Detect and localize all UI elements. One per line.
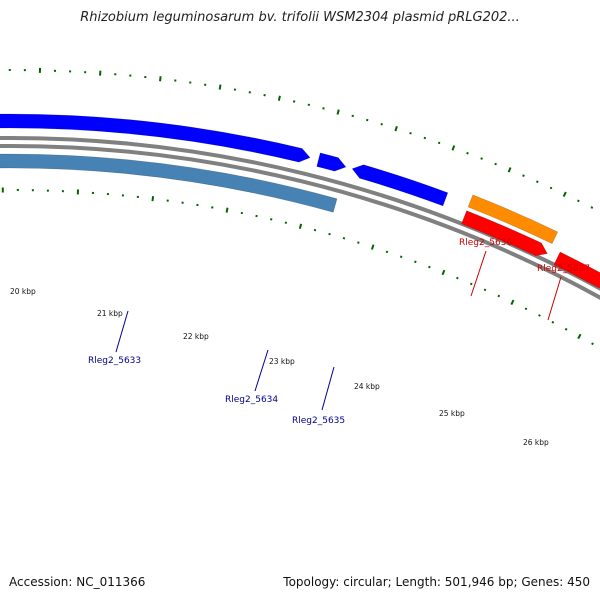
- outer-tick-31: [380, 123, 383, 126]
- outer-tick-41: [522, 174, 525, 178]
- outer-tick-35: [437, 141, 441, 145]
- outer-tick-43: [549, 186, 553, 190]
- outer-tick-38: [480, 157, 483, 160]
- inner-tick-39: [497, 294, 501, 298]
- inner-tick-15: [151, 196, 155, 202]
- outer-tick-42: [535, 180, 539, 184]
- gene-label-2: Rleg2_5635: [292, 416, 345, 426]
- outer-tick-34: [423, 136, 427, 140]
- genome-stats-text: Topology: circular; Length: 501,946 bp; …: [283, 575, 590, 589]
- gene-leader-line-2: [321, 366, 335, 411]
- inner-tick-38: [483, 288, 487, 292]
- outer-tick-20: [218, 84, 222, 90]
- gene-reverse-5633: [0, 153, 338, 213]
- gene-label-3: Rleg2_5636: [459, 238, 512, 248]
- gene-highlight-5636: [467, 194, 559, 245]
- inner-tick-31: [385, 250, 389, 254]
- inner-tick-32: [399, 255, 403, 258]
- gene-leader-line-4: [547, 276, 562, 321]
- kbp-label-4: 24 kbp: [354, 382, 380, 391]
- inner-tick-34: [428, 265, 431, 269]
- gene-track: [0, 113, 600, 289]
- outer-tick-track: [8, 67, 594, 209]
- outer-tick-44: [562, 191, 567, 197]
- outer-tick-37: [466, 151, 469, 155]
- gene-forward-1: [0, 113, 311, 163]
- outer-tick-16: [159, 76, 162, 82]
- inner-tick-27: [328, 232, 331, 236]
- kbp-label-1: 21 kbp: [97, 309, 123, 318]
- gene-label-1: Rleg2_5634: [225, 395, 278, 405]
- gene-red-5637: [553, 251, 600, 289]
- outer-tick-39: [494, 162, 497, 166]
- inner-tick-30: [370, 244, 375, 250]
- outer-tick-24: [277, 95, 281, 101]
- outer-tick-33: [409, 131, 412, 135]
- gene-forward-5634: [316, 152, 347, 172]
- labels-layer: 20 kbp 21 kbp 22 kbp 23 kbp 24 kbp 25 kbp 26 k…: [10, 238, 590, 447]
- gene-leader-line-1: [254, 349, 269, 392]
- backbone-lines: [0, 136, 600, 300]
- inner-tick-37: [469, 282, 473, 286]
- outer-tick-30: [366, 118, 369, 122]
- kbp-label-5: 25 kbp: [439, 409, 465, 418]
- outer-tick-29: [351, 114, 354, 118]
- inner-tick-20: [225, 207, 229, 213]
- map-title: Rhizobium leguminosarum bv. trifolii WSM…: [80, 10, 520, 25]
- inner-tick-28: [342, 237, 346, 240]
- inner-tick-25: [298, 223, 303, 229]
- inner-tick-35: [441, 269, 446, 276]
- backbone-inner-line: [0, 144, 600, 300]
- inner-tick-45: [577, 333, 582, 340]
- inner-tick-33: [414, 260, 417, 264]
- inner-tick-track: [1, 187, 594, 346]
- inner-tick-42: [538, 314, 541, 317]
- gene-label-4: Rleg2_5637: [537, 264, 590, 274]
- kbp-label-2: 22 kbp: [183, 332, 209, 341]
- kbp-label-3: 23 kbp: [269, 357, 295, 366]
- backbone-outer-line: [0, 136, 600, 291]
- accession-text: Accession: NC_011366: [9, 575, 146, 589]
- kbp-label-0: 20 kbp: [10, 287, 36, 296]
- gene-leader-line-0: [115, 310, 129, 353]
- kbp-label-6: 26 kbp: [523, 438, 549, 447]
- outer-tick-32: [394, 125, 398, 132]
- gene-label-0: Rleg2_5633: [88, 356, 141, 366]
- gene-leader-line-3: [470, 250, 487, 297]
- inner-tick-43: [551, 320, 555, 324]
- gene-red-5636: [461, 210, 548, 257]
- inner-tick-26: [313, 228, 317, 232]
- outer-tick-45: [577, 199, 580, 203]
- inner-tick-44: [564, 327, 568, 331]
- gene-forward-5635: [351, 164, 449, 207]
- outer-tick-46: [590, 206, 594, 209]
- inner-tick-29: [357, 241, 360, 244]
- outer-tick-28: [336, 109, 340, 115]
- inner-tick-46: [591, 342, 594, 346]
- inner-tick-36: [456, 276, 459, 280]
- inner-tick-40: [510, 299, 515, 305]
- outer-tick-40: [507, 167, 512, 173]
- outer-tick-36: [451, 145, 456, 151]
- inner-tick-41: [524, 307, 528, 311]
